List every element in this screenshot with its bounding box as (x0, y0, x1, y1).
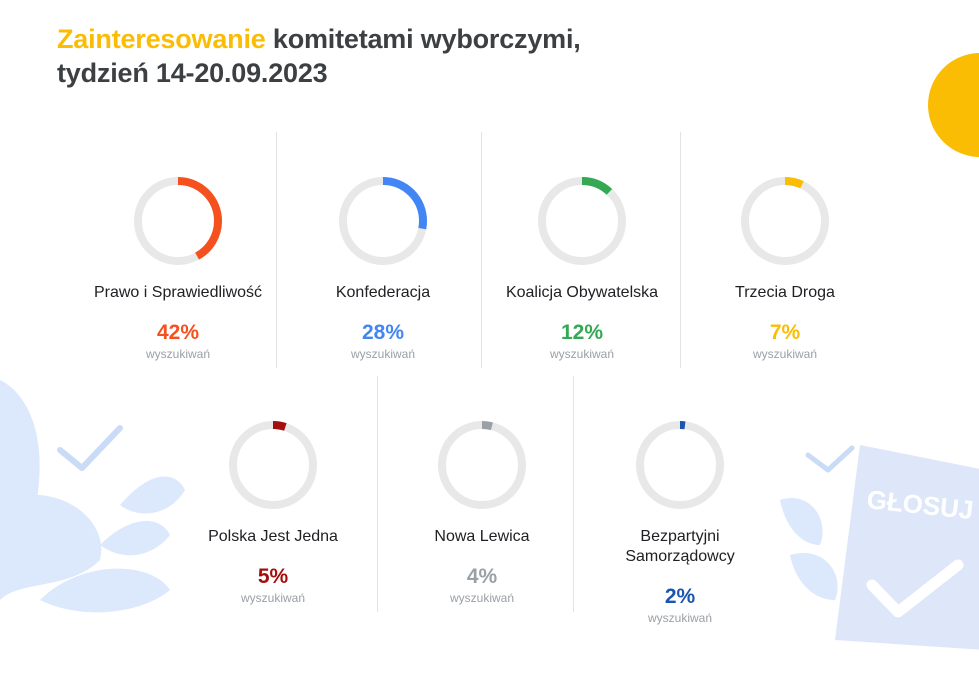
donut-ring (229, 421, 317, 509)
donut-ring (741, 177, 829, 265)
donut-ring (438, 421, 526, 509)
percent-value: 12% (560, 321, 604, 344)
percent-value: 5% (257, 565, 289, 588)
donut-item: Prawo i Sprawiedliwość 42% wyszukiwań (78, 173, 278, 361)
donut-arc (636, 421, 724, 509)
divider (680, 132, 681, 368)
donut-track (741, 177, 829, 265)
donut-track (229, 421, 317, 509)
donut-arc (134, 177, 222, 265)
committee-name: Nowa Lewica (434, 528, 530, 545)
check-icon (57, 425, 123, 471)
ballot-card: GŁOSUJ (835, 445, 979, 650)
donut-item: Nowa Lewica 4% wyszukiwań (382, 417, 582, 605)
committee-name: Prawo i Sprawiedliwość (93, 284, 263, 301)
donut-arc (741, 177, 829, 265)
unit-label: wyszukiwań (647, 611, 713, 625)
donut-ring (134, 177, 222, 265)
donut-track (636, 421, 724, 509)
donut-ring (636, 421, 724, 509)
committee-name: Trzecia Droga (735, 284, 835, 301)
title-date: tydzień 14-20.09.2023 (57, 58, 328, 88)
divider (276, 132, 277, 368)
percent-value: 7% (769, 321, 801, 344)
donut-ring (339, 177, 427, 265)
unit-label: wyszukiwań (549, 347, 615, 361)
donut-item: Konfederacja 28% wyszukiwań (283, 173, 483, 361)
right-leaves-decoration (780, 498, 838, 600)
percent-value: 2% (664, 585, 696, 608)
donut-track (538, 177, 626, 265)
divider (573, 376, 574, 612)
unit-label: wyszukiwań (240, 591, 306, 605)
unit-label: wyszukiwań (350, 347, 416, 361)
yellow-circle-decoration (928, 53, 979, 157)
divider (377, 376, 378, 612)
percent-value: 4% (466, 565, 498, 588)
donut-arc (229, 421, 317, 509)
committee-name: Bezpartyjni Samorządowcy (625, 528, 735, 565)
divider (481, 132, 482, 368)
unit-label: wyszukiwań (449, 591, 515, 605)
left-leaves-decoration (0, 380, 185, 613)
donut-arc (538, 177, 626, 265)
committee-name: Koalicja Obywatelska (505, 284, 659, 301)
check-icon (805, 445, 855, 473)
donut-arc (438, 421, 526, 509)
donut-track (438, 421, 526, 509)
percent-value: 28% (361, 321, 405, 344)
donut-item: Polska Jest Jedna 5% wyszukiwań (173, 417, 373, 605)
donut-item: Bezpartyjni Samorządowcy 2% wyszukiwań (580, 417, 780, 625)
title-rest: komitetami wyborczymi, (265, 24, 581, 54)
percent-value: 42% (156, 321, 200, 344)
donut-item: Trzecia Droga 7% wyszukiwań (685, 173, 885, 361)
donut-arc (339, 177, 427, 265)
committee-name: Konfederacja (335, 284, 431, 301)
unit-label: wyszukiwań (752, 347, 818, 361)
donut-ring (538, 177, 626, 265)
committee-name: Polska Jest Jedna (208, 528, 338, 545)
page-title: Zainteresowanie komitetami wyborczymi, ty… (57, 22, 581, 90)
donut-item: Koalicja Obywatelska 12% wyszukiwań (482, 173, 682, 361)
unit-label: wyszukiwań (145, 347, 211, 361)
title-highlight: Zainteresowanie (57, 24, 266, 54)
ballot-stamp-text: GŁOSUJ (865, 484, 974, 525)
